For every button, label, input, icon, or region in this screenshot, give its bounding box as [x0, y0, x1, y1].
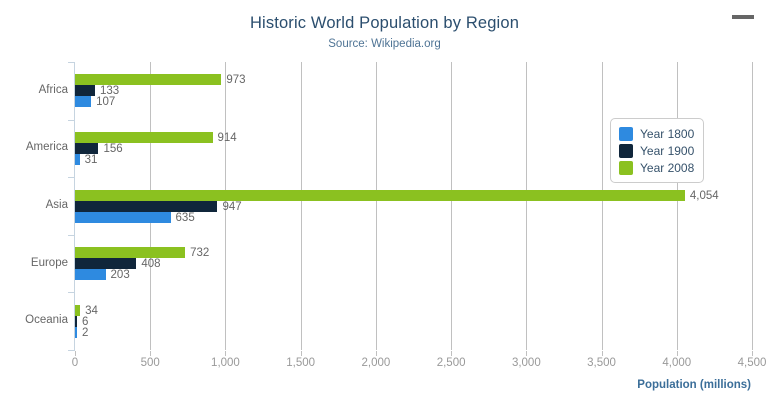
- x-axis-tick: [375, 351, 377, 356]
- legend-item[interactable]: Year 1800: [619, 125, 694, 142]
- bar[interactable]: [75, 258, 137, 270]
- gridline: [676, 62, 678, 350]
- x-axis-tick: [526, 351, 528, 356]
- x-axis-tick: [225, 351, 227, 356]
- bar[interactable]: [75, 85, 95, 97]
- bar-value-label: 2: [82, 326, 89, 339]
- gridline: [752, 62, 753, 350]
- legend-color-swatch: [619, 126, 633, 141]
- x-axis-tick-label: 500: [140, 357, 160, 369]
- x-axis-tick-label: 3,500: [587, 357, 616, 369]
- x-axis-tick-label: 0: [71, 357, 79, 369]
- bar-value-label: 107: [96, 96, 116, 109]
- y-axis-tick: [68, 235, 75, 236]
- x-axis-tick-label: 2,500: [436, 357, 466, 369]
- gridline: [300, 62, 302, 350]
- chart-legend: Year 1800 Year 1900 Year 2008: [610, 118, 705, 183]
- bar-value-label: 6: [82, 315, 89, 328]
- bar-value-label: 34: [85, 304, 98, 317]
- gridline: [451, 62, 453, 350]
- x-axis-tick-label: 1,500: [286, 357, 316, 369]
- x-axis-tick: [300, 351, 302, 356]
- y-axis-tick: [68, 350, 75, 351]
- legend-color-swatch: [619, 160, 633, 175]
- legend-color-swatch: [619, 143, 633, 158]
- x-axis-tick-label: 4,500: [737, 357, 767, 369]
- bar-value-label: 31: [84, 153, 98, 166]
- gridline: [526, 62, 528, 350]
- bar[interactable]: [75, 269, 106, 281]
- bar[interactable]: [75, 211, 171, 223]
- bar[interactable]: [75, 304, 81, 316]
- bar-value-label: 914: [217, 131, 237, 144]
- bar-value-label: 732: [190, 247, 210, 260]
- chart-subtitle: Source: Wikipedia.org: [328, 38, 441, 50]
- bar-value-label: 4,054: [689, 189, 719, 202]
- bar-value-label: 973: [226, 74, 246, 87]
- legend-item-label: Year 1900: [640, 143, 695, 158]
- y-axis-category-label: Asia: [45, 199, 68, 211]
- bar[interactable]: [75, 142, 99, 154]
- y-axis-category-label: America: [25, 141, 68, 154]
- x-axis-tick: [75, 351, 76, 356]
- x-axis-title: Population (millions): [637, 379, 751, 391]
- bar-value-label: 156: [103, 142, 123, 155]
- legend-item[interactable]: Year 2008: [619, 159, 694, 176]
- legend-item-label: Year 1800: [640, 126, 695, 141]
- bar-value-label: 133: [100, 85, 120, 98]
- legend-item-label: Year 2008: [640, 160, 695, 175]
- x-axis-tick: [601, 351, 603, 356]
- y-axis-tick: [68, 62, 75, 63]
- y-axis-category-label: Europe: [30, 256, 68, 269]
- bar[interactable]: [75, 315, 77, 327]
- gridline: [225, 62, 227, 350]
- bar-value-label: 947: [222, 200, 242, 213]
- hamburger-menu-icon[interactable]: [732, 15, 754, 35]
- x-axis-tick: [451, 351, 453, 356]
- bar[interactable]: [75, 326, 77, 338]
- y-axis-line: [74, 62, 75, 351]
- hamburger-bar: [732, 15, 754, 19]
- x-axis-tick-label: 1,000: [211, 357, 240, 369]
- y-axis-tick: [68, 177, 75, 178]
- bar[interactable]: [75, 200, 218, 212]
- plot-area: 973 133 107 914 156 31 4,054 947 635 732 408 203 34 6…: [75, 62, 752, 350]
- y-axis-tick: [68, 292, 75, 293]
- x-axis-tick: [676, 351, 678, 356]
- bar-value-label: 408: [141, 258, 161, 271]
- bar-value-label: 203: [110, 269, 130, 282]
- y-axis-category-label: Africa: [38, 83, 68, 96]
- x-axis-tick: [752, 351, 753, 356]
- y-axis-category-label: Oceania: [25, 314, 68, 327]
- x-axis-tick-label: 3,000: [511, 357, 541, 369]
- bar[interactable]: [75, 153, 80, 165]
- bar[interactable]: [75, 96, 92, 108]
- x-axis-tick: [150, 351, 152, 356]
- chart-title: Historic World Population by Region: [249, 14, 520, 32]
- bar[interactable]: [75, 131, 213, 143]
- x-axis-tick-label: 2,000: [361, 357, 391, 369]
- bar[interactable]: [75, 189, 685, 201]
- gridline: [601, 62, 603, 350]
- legend-item[interactable]: Year 1900: [619, 142, 694, 159]
- x-axis-tick-label: 4,000: [662, 357, 692, 369]
- bar[interactable]: [75, 74, 222, 86]
- y-axis-tick: [68, 120, 75, 121]
- y-axis-category-labels: Africa America Asia Europe Oceania: [0, 62, 68, 350]
- bar-value-label: 635: [175, 211, 195, 224]
- gridline: [375, 62, 377, 350]
- bar[interactable]: [75, 247, 186, 259]
